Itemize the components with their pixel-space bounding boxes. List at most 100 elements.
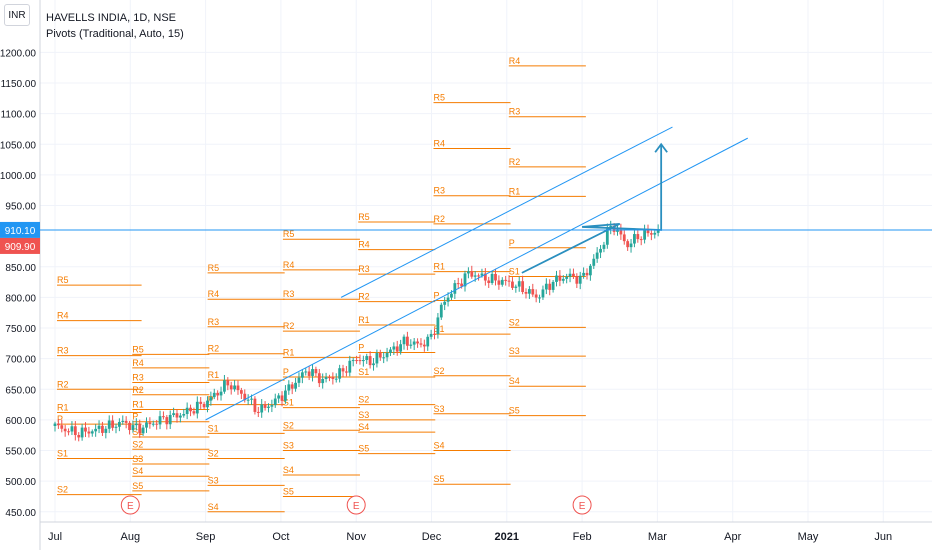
candle-body bbox=[531, 289, 535, 295]
pivot-level-label: S2 bbox=[57, 485, 68, 495]
candle-body bbox=[395, 346, 399, 352]
x-tick-label: Mar bbox=[648, 531, 667, 543]
candle-body bbox=[192, 411, 196, 414]
pivot-level-label: R5 bbox=[132, 344, 144, 354]
pivot-level-label: R5 bbox=[358, 212, 370, 222]
candle-body bbox=[331, 377, 335, 379]
candle-body bbox=[585, 272, 589, 276]
candle-body bbox=[494, 273, 497, 281]
candle-body bbox=[561, 278, 565, 281]
pivot-level-label: S5 bbox=[283, 486, 294, 496]
candle-body bbox=[646, 229, 650, 234]
candle-body bbox=[511, 281, 514, 288]
candle-body bbox=[304, 371, 308, 373]
candle-body bbox=[219, 391, 223, 396]
candle-body bbox=[433, 333, 436, 335]
pivot-level-label: R4 bbox=[434, 139, 446, 149]
candle-body bbox=[592, 258, 596, 266]
prev-close-label: 909.90 bbox=[5, 242, 36, 253]
pivot-level-label: R4 bbox=[132, 358, 144, 368]
candle-body bbox=[87, 431, 91, 434]
earnings-marker[interactable] bbox=[572, 495, 592, 515]
candle-body bbox=[649, 233, 653, 235]
candle-body bbox=[158, 416, 162, 425]
candle-body bbox=[77, 435, 81, 438]
pivot-level-label: P bbox=[434, 290, 440, 300]
candle-body bbox=[334, 378, 338, 380]
candle-body bbox=[517, 281, 521, 287]
candle-body bbox=[426, 336, 430, 347]
candle-body bbox=[355, 360, 358, 362]
y-tick-label: 1050.00 bbox=[0, 140, 36, 151]
candle-body bbox=[629, 243, 633, 248]
candle-body bbox=[124, 420, 128, 423]
earnings-marker[interactable] bbox=[346, 495, 366, 515]
pivot-level-label: R2 bbox=[208, 344, 220, 354]
x-tick-label: Aug bbox=[121, 531, 141, 543]
earnings-marker-label: E bbox=[579, 501, 586, 512]
pivot-level-label: R1 bbox=[57, 403, 69, 413]
x-tick-label: 2021 bbox=[495, 531, 519, 543]
candle-body bbox=[168, 414, 172, 425]
trend-projection-path[interactable] bbox=[521, 144, 663, 274]
candle-body bbox=[90, 431, 94, 434]
candle-body bbox=[544, 283, 548, 290]
candle-body bbox=[477, 275, 480, 277]
candle-body bbox=[497, 280, 501, 285]
channel-upper-line[interactable] bbox=[340, 126, 673, 298]
candle-body bbox=[321, 378, 325, 384]
pivot-level-label: S2 bbox=[208, 448, 219, 458]
symbol-title[interactable]: HAVELLS INDIA, 1D, NSE bbox=[46, 12, 177, 24]
candle-body bbox=[328, 377, 331, 379]
candle-body bbox=[463, 273, 467, 287]
pivot-level-label: R2 bbox=[434, 214, 446, 224]
candle-body bbox=[402, 336, 406, 345]
pivot-level-label: S1 bbox=[509, 267, 520, 277]
candle-body bbox=[439, 304, 443, 318]
y-tick-label: 800.00 bbox=[5, 293, 36, 304]
candle-body bbox=[575, 276, 579, 284]
x-tick-label: Dec bbox=[422, 531, 442, 543]
candle-body bbox=[453, 283, 457, 294]
pivot-level-label: S5 bbox=[358, 444, 369, 454]
currency-badge[interactable]: INR bbox=[4, 4, 30, 26]
x-tick-label: Nov bbox=[346, 531, 366, 543]
x-tick-label: Apr bbox=[724, 531, 741, 543]
candle-body bbox=[128, 422, 131, 431]
pivot-level-label: S5 bbox=[132, 481, 143, 491]
candle-body bbox=[148, 422, 152, 425]
candle-body bbox=[341, 368, 345, 372]
pivot-level-label: R2 bbox=[132, 385, 144, 395]
channel-lower-line[interactable] bbox=[205, 137, 748, 421]
x-tick-label: Sep bbox=[196, 531, 216, 543]
candle-body bbox=[551, 281, 555, 290]
pivot-level-label: S4 bbox=[132, 466, 143, 476]
candle-body bbox=[297, 377, 301, 383]
pivot-level-label: S1 bbox=[57, 448, 68, 458]
candle-body bbox=[568, 273, 572, 277]
earnings-marker-label: E bbox=[127, 501, 134, 512]
candle-body bbox=[287, 384, 291, 391]
candle-body bbox=[294, 382, 297, 389]
candle-body bbox=[165, 417, 169, 425]
indicator-title[interactable]: Pivots (Traditional, Auto, 15) bbox=[46, 28, 184, 40]
candle-body bbox=[56, 423, 60, 426]
pivot-level-label: R3 bbox=[434, 186, 446, 196]
earnings-marker[interactable] bbox=[120, 495, 140, 515]
candle-body bbox=[195, 401, 199, 414]
candle-body bbox=[236, 385, 240, 391]
candle-body bbox=[107, 420, 111, 429]
candle-body bbox=[94, 428, 98, 432]
pivot-level-label: S2 bbox=[283, 420, 294, 430]
candle-body bbox=[182, 414, 186, 416]
candle-body bbox=[273, 398, 277, 406]
candle-body bbox=[263, 404, 267, 408]
pivot-level-label: S5 bbox=[434, 474, 445, 484]
pivot-level-label: S4 bbox=[208, 502, 219, 512]
candle-body bbox=[619, 229, 623, 235]
candle-body bbox=[392, 346, 396, 350]
candle-body bbox=[382, 357, 386, 359]
candle-body bbox=[317, 373, 321, 384]
